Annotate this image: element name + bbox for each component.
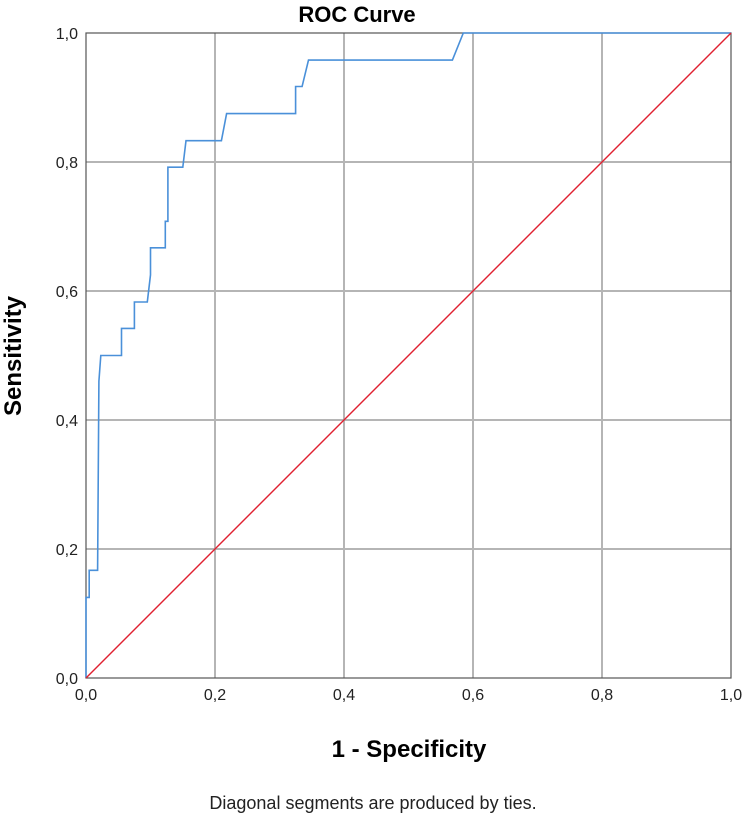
plot-frame (85, 32, 732, 679)
x-axis-label: 1 - Specificity (332, 736, 487, 763)
x-tick-label: 0,2 (204, 687, 226, 704)
footnote: Diagonal segments are produced by ties. (209, 793, 536, 813)
series-layer (85, 32, 732, 679)
x-axis-ticks: 0,0 0,2 0,4 0,6 0,8 1,0 (75, 687, 742, 704)
reference-diagonal-line (85, 32, 732, 679)
x-tick-label: 0,8 (591, 687, 613, 704)
y-tick-label: 0,6 (56, 284, 78, 301)
roc-curve-line (85, 32, 731, 678)
y-tick-label: 0,0 (56, 671, 78, 688)
x-tick-label: 0,4 (333, 687, 355, 704)
y-axis-ticks: 0,0 0,2 0,4 0,6 0,8 1,0 (56, 26, 78, 688)
x-tick-label: 0,0 (75, 687, 97, 704)
y-tick-label: 1,0 (56, 26, 78, 43)
y-tick-label: 0,2 (56, 542, 78, 559)
y-tick-label: 0,4 (56, 413, 78, 430)
x-tick-label: 1,0 (720, 687, 742, 704)
chart-title: ROC Curve (298, 2, 415, 27)
grid (86, 33, 731, 678)
y-axis-label: Sensitivity (0, 295, 27, 416)
y-tick-label: 0,8 (56, 155, 78, 172)
x-tick-label: 0,6 (462, 687, 484, 704)
